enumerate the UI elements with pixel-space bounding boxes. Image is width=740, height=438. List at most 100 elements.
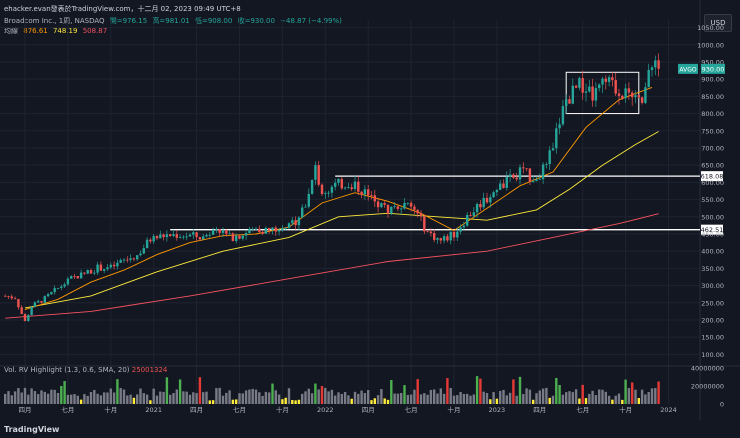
candle-body: [594, 88, 598, 101]
candle-body: [647, 69, 650, 88]
volume-bar: [79, 399, 83, 404]
volume-bar: [650, 388, 654, 404]
volume-bar: [634, 389, 637, 404]
candle-body: [287, 223, 291, 228]
candle-body: [429, 231, 433, 234]
candle-body: [76, 276, 79, 279]
candle-body: [56, 287, 60, 289]
currency-button[interactable]: USD: [704, 14, 732, 32]
volume-bar: [637, 398, 640, 404]
candle-body: [145, 239, 149, 249]
candle-body: [508, 174, 512, 177]
volume-bar: [109, 388, 112, 404]
candle-body: [376, 201, 380, 208]
volume-bar: [343, 391, 347, 404]
candle-body: [86, 270, 89, 274]
volume-bar: [400, 393, 403, 404]
volume-bar: [479, 378, 482, 404]
level-tag: [701, 224, 723, 235]
candle-body: [20, 307, 23, 314]
volume-bar: [426, 394, 429, 404]
candle-body: [650, 67, 654, 70]
volume-bar: [30, 388, 33, 404]
volume-bar: [561, 394, 565, 404]
y-tick-label: 1000.00: [697, 41, 724, 49]
volume-legend: Vol. RV Highlight (1.3, 0.6, SMA, 20) 25…: [4, 366, 167, 374]
volume-bar: [644, 394, 647, 404]
volume-bar: [73, 394, 76, 404]
volume-bar: [258, 392, 261, 404]
volume-bar: [46, 393, 50, 404]
volume-bar: [188, 394, 192, 404]
volume-bar: [525, 388, 528, 404]
candle-body: [106, 267, 109, 270]
volume-bar: [429, 389, 433, 404]
last-price-tag: AVGO 930.00: [678, 63, 725, 74]
candle-body: [353, 181, 357, 190]
candle-body: [419, 213, 423, 217]
candle-body: [598, 84, 601, 89]
volume-bar: [231, 399, 235, 404]
volume-bar: [27, 394, 30, 404]
grid-lines: [0, 0, 740, 420]
volume-bar: [66, 394, 70, 404]
volume-bar: [119, 388, 122, 404]
candle-body: [225, 229, 228, 234]
volume-bar: [357, 393, 360, 404]
candle-body: [63, 284, 66, 287]
volume-bar: [538, 390, 541, 404]
candle-body: [561, 106, 565, 125]
candle-body: [409, 202, 413, 207]
y-tick-label: 200.00: [701, 316, 724, 324]
volume-bar: [244, 390, 248, 404]
volume-bar: [63, 381, 66, 404]
volume-bar: [337, 392, 340, 404]
volume-bar: [7, 391, 10, 404]
candle-body: [261, 232, 264, 234]
volume-bar: [287, 388, 291, 404]
x-tick-label: 2024: [660, 406, 677, 414]
volume-bar: [274, 390, 277, 404]
y-tick-label: 1050.00: [697, 24, 724, 32]
candle-body: [449, 231, 452, 241]
volume-bar: [512, 379, 515, 404]
volume-bar: [284, 397, 287, 404]
candle-body: [654, 60, 657, 68]
volume-axis: 40000000 20000000 0: [691, 365, 724, 409]
volume-bar: [86, 395, 89, 404]
candle-body: [373, 195, 376, 202]
candle-body: [304, 206, 307, 208]
y-tick-label: 800.00: [701, 110, 724, 118]
volume-bar: [264, 391, 268, 404]
candle-body: [307, 193, 310, 207]
volume-bar: [528, 389, 532, 404]
candle-body: [301, 207, 304, 218]
candle-body: [433, 233, 436, 240]
volume-bar: [390, 380, 393, 404]
candle-body: [53, 288, 56, 293]
candle-body: [4, 295, 7, 297]
candle-body: [132, 258, 136, 260]
volume-bar: [350, 398, 353, 404]
candle-body: [70, 276, 73, 279]
ma-fast-value: 876.61: [23, 27, 48, 35]
candle-body: [525, 168, 528, 170]
y-tick-label: 500.00: [701, 213, 724, 221]
volume-bar: [367, 390, 370, 404]
volume-bar: [462, 393, 466, 404]
volume-bar: [386, 399, 390, 404]
candle-body: [198, 237, 202, 240]
volume-bar: [103, 392, 106, 404]
candle-body: [182, 236, 185, 238]
last-price-badge: [701, 63, 725, 74]
candle-body: [617, 93, 621, 96]
volume-bar: [446, 378, 449, 404]
volume-bar: [495, 398, 499, 404]
volume-tick-label: 40000000: [691, 365, 724, 373]
candle-body: [192, 232, 195, 235]
candle-body: [462, 225, 466, 228]
volume-bar: [228, 390, 231, 404]
volume-bar: [393, 393, 396, 404]
candle-body: [112, 264, 116, 267]
